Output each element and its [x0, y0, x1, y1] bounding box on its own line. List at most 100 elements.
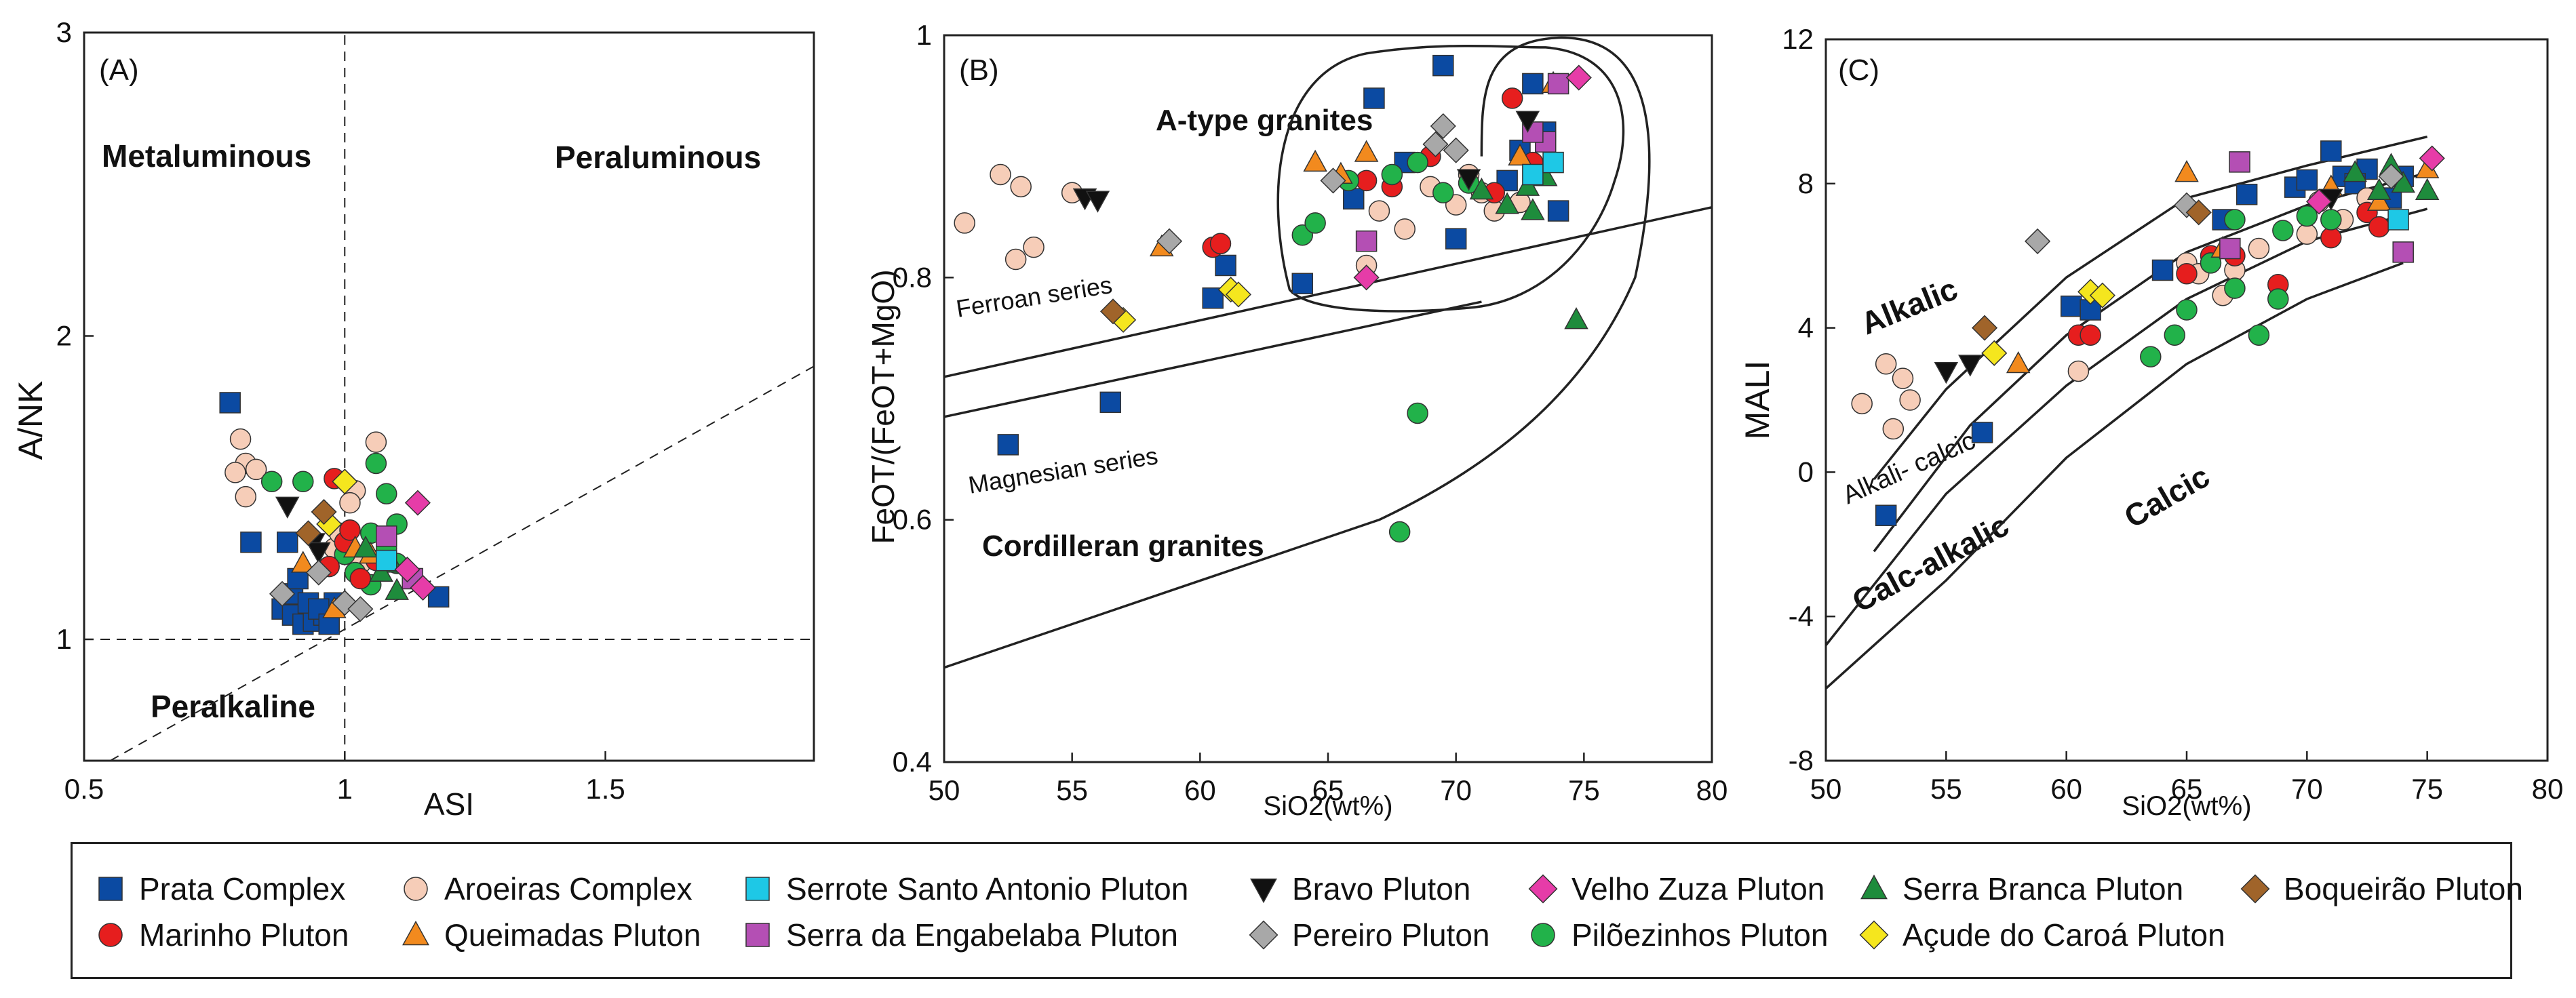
data-point [1971, 422, 1993, 443]
data-point [260, 471, 283, 493]
data-point [2151, 259, 2174, 281]
legend-item-acude-caroa: Açude do Caroá Pluton [1856, 913, 2225, 957]
y-tick-label: -8 [1789, 744, 1814, 776]
x-tick-label: 50 [929, 774, 960, 806]
data-point [2415, 178, 2440, 200]
legend-marker-shape [404, 877, 428, 901]
data-point [2306, 188, 2333, 215]
data-point [2378, 163, 2404, 190]
peralkaline-divider [109, 365, 815, 761]
legend-label: Velho Zuza Pluton [1572, 871, 1825, 906]
y-tick-label: -4 [1789, 600, 1814, 632]
data-point [2067, 360, 2090, 382]
legend-marker-shape [402, 920, 429, 946]
data-point [1004, 248, 1027, 271]
x-tick-label: 0.5 [64, 773, 104, 805]
legend-marker [1250, 878, 1277, 904]
panel-c-ylabel: MALI [1738, 361, 1776, 440]
data-point [295, 520, 321, 546]
data-point [1564, 307, 1588, 330]
data-point [1156, 228, 1183, 254]
x-tick-label: 80 [1696, 774, 1728, 806]
data-point [410, 574, 436, 601]
data-point [1368, 200, 1390, 222]
data-point [1355, 230, 1378, 252]
data-point [1209, 233, 1232, 255]
legend-item-pereiro: Pereiro Pluton [1246, 913, 1490, 957]
legend-marker [1528, 874, 1558, 904]
legend-label: Queimadas Pluton [444, 917, 701, 953]
data-point [2219, 237, 2241, 260]
data-point [2392, 241, 2414, 263]
panel-a-field-peraluminous: Peraluminous [555, 140, 761, 175]
data-point [229, 428, 252, 450]
x-tick-label: 1 [337, 773, 353, 805]
data-point [2320, 226, 2342, 249]
legend-label: Serra da Engabelaba Pluton [786, 917, 1178, 953]
legend-marker-shape [1249, 920, 1279, 950]
data-point [1456, 169, 1481, 191]
data-point [1882, 418, 1905, 440]
legend-marker-shape [2240, 874, 2270, 904]
data-point [2006, 351, 2031, 374]
panel-c-xlabel: SiO2(wt%) [2122, 791, 2251, 821]
data-point [1445, 228, 1467, 250]
legend-label: Marinho Pluton [139, 917, 349, 953]
y-tick-label: 8 [1798, 167, 1814, 199]
data-point [1958, 355, 1983, 377]
data-point [291, 551, 315, 573]
legend-marker-shape [745, 923, 770, 947]
legend-label: Pereiro Pluton [1292, 917, 1490, 953]
x-tick-label: 60 [1184, 774, 1216, 806]
legend-item-bravo: Bravo Pluton [1246, 867, 1470, 911]
data-point [2296, 205, 2318, 227]
data-point [1892, 367, 1914, 389]
data-point [1851, 393, 1873, 415]
data-point [1542, 151, 1564, 174]
x-tick-label: 55 [1930, 773, 1962, 805]
legend-item-queimadas: Queimadas Pluton [398, 913, 701, 957]
legend-marker [98, 923, 123, 947]
data-point [1547, 73, 1569, 95]
data-point [2248, 324, 2270, 346]
legend-marker-shape [98, 877, 123, 901]
x-tick-label: 75 [2411, 773, 2443, 805]
legend-item-velho-zuza: Velho Zuza Pluton [1525, 867, 1824, 911]
data-point [1099, 391, 1122, 414]
data-point [2200, 252, 2222, 274]
data-point [997, 434, 1019, 456]
data-point [1355, 169, 1378, 192]
legend: Prata Complex Marinho Pluton Aroeiras Co… [71, 842, 2523, 979]
x-tick-label: 60 [2050, 773, 2082, 805]
panel-a-tag: (A) [99, 54, 139, 87]
legend-marker [745, 877, 770, 901]
panel-a-field-peralkaline: Peralkaline [151, 689, 315, 724]
data-point [1521, 198, 1545, 220]
data-point [2387, 209, 2409, 231]
data-point [2185, 199, 2212, 226]
data-point [349, 567, 372, 590]
legend-label: Açude do Caroá Pluton [1902, 917, 2225, 953]
data-point [2140, 346, 2162, 367]
legend-item-marinho: Marinho Pluton [93, 913, 349, 957]
data-point [1443, 137, 1469, 163]
data-point [332, 468, 358, 495]
y-tick-label: 0 [1798, 456, 1814, 487]
legend-label: Serrote Santo Antonio Pluton [786, 871, 1189, 906]
x-tick-label: 80 [2532, 773, 2564, 805]
data-point [1407, 402, 1428, 424]
data-point [2267, 288, 2289, 310]
legend-item-serrote: Serrote Santo Antonio Pluton [740, 867, 1188, 911]
data-point [1875, 504, 1897, 526]
data-point [276, 532, 298, 553]
data-point [2164, 324, 2186, 346]
legend-marker-shape [1531, 923, 1555, 947]
legend-marker-shape [1860, 874, 1888, 900]
data-point [1388, 521, 1411, 543]
data-point [305, 559, 332, 586]
data-point [1972, 315, 1998, 341]
data-point [2366, 178, 2392, 200]
data-point [1291, 273, 1314, 295]
data-point [269, 580, 296, 607]
x-tick-label: 50 [1810, 773, 1842, 805]
